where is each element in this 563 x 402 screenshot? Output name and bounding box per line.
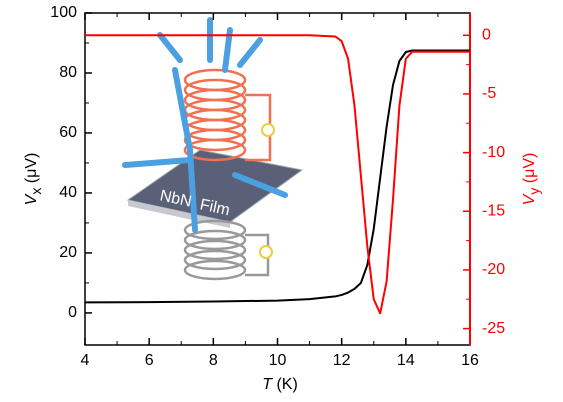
x-tick-label: 10	[269, 352, 287, 369]
y2-tick-label: 0	[482, 27, 491, 44]
x-tick-label: 6	[145, 352, 154, 369]
y-tick-label: 0	[68, 304, 77, 321]
x-tick-label: 4	[81, 352, 90, 369]
x-tick-label: 8	[209, 352, 218, 369]
y2-axis-label: Vy (μV)	[521, 153, 541, 206]
y-tick-label: 40	[59, 184, 77, 201]
y-tick-label: 20	[59, 244, 77, 261]
x-tick-label: 12	[333, 352, 351, 369]
y2-tick-label: -25	[482, 320, 505, 337]
meter-icon	[260, 246, 272, 258]
y-axis-label: Vx (μV)	[23, 153, 43, 206]
source-icon	[262, 124, 274, 136]
y2-tick-label: -20	[482, 261, 505, 278]
y2-tick-label: -5	[482, 85, 496, 102]
y-tick-label: 80	[59, 64, 77, 81]
y-tick-label: 60	[59, 124, 77, 141]
x-tick-label: 16	[461, 352, 479, 369]
top-coil	[185, 70, 270, 160]
y2-tick-label: -10	[482, 144, 505, 161]
y-tick-label: 100	[50, 4, 77, 21]
y2-tick-label: -15	[482, 202, 505, 219]
inset-illustration: NbN Film	[125, 20, 302, 279]
chart: NbN Film T (K) Vx (μV) Vy (μV) 4 6 8 10 12 14…	[0, 0, 563, 402]
x-axis-label: T (K)	[262, 376, 298, 393]
x-tick-label: 14	[397, 352, 415, 369]
